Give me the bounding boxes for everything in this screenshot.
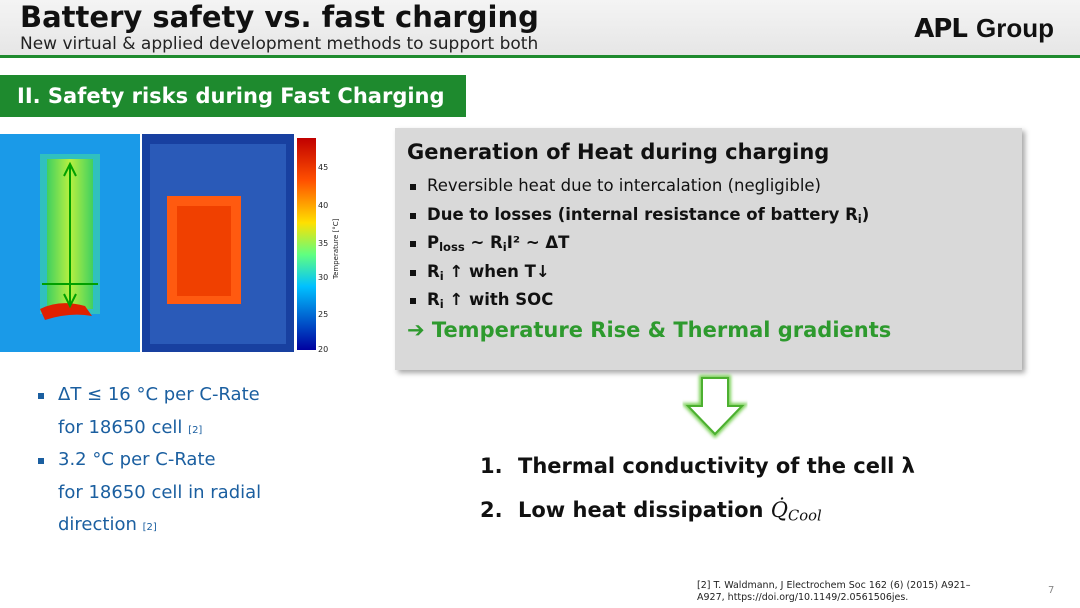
text: ↑ with SOC [443,290,554,309]
bullet: Ri ↑ when T↓ [410,262,550,283]
text: Due to losses (internal resistance of ba… [427,205,858,224]
bullet: Due to losses (internal resistance of ba… [409,205,870,226]
bullet: Ploss ~ RiI² ~ ΔT [409,233,570,254]
arrowheads [63,161,77,309]
section-title: II. Safety risks during Fast Charging [0,75,466,117]
hot-tab [40,303,92,320]
text: direction [58,514,137,535]
text: ~ R [464,233,503,252]
colorbar [297,138,316,350]
text: ↑ when T↓ [443,262,550,281]
text: P [427,233,440,252]
hot-core [177,206,231,296]
stat-line: for 18650 cell in radial [58,482,262,503]
slide-subtitle: New virtual & applied development method… [20,34,539,54]
scale-tick: 45 [318,163,328,172]
reference: [2] [188,425,203,436]
text: Reversible heat due to intercalation (ne… [427,176,821,195]
text: Low heat dissipation [518,498,764,522]
slide-title: Battery safety vs. fast charging [20,0,539,34]
bullet-marker [38,458,44,464]
stat-line: 3.2 °C per C-Rate [58,449,216,470]
scale-tick: 25 [318,310,328,319]
logo-mark: APL [914,14,968,44]
subscript: i [439,296,444,311]
list-number: 2. [480,498,503,522]
subscript: i [857,211,862,226]
box-title: Generation of Heat during charging [407,140,830,164]
stat-line: direction [2] [58,514,157,535]
symbol: Q̇ [770,498,789,522]
reference: [2] [142,522,157,533]
page-number: 7 [1048,585,1055,596]
stat-line: ΔT ≤ 16 °C per C-Rate [58,384,260,405]
text: for 18650 cell [58,417,183,438]
logo: APL Group [914,13,1054,44]
bullet: Ri ↑ with SOC [409,290,554,311]
down-arrow [680,375,750,439]
scale-label: Temperature [°C] [332,218,340,280]
conclusion: ➔ Temperature Rise & Thermal gradients [407,318,892,342]
bullet-marker [38,393,44,399]
subscript: loss [439,239,465,254]
thermal-image: 45 40 35 30 25 20 Temperature [°C] [0,134,340,354]
footnote: [2] T. Waldmann, J Electrochem Soc 162 (… [697,580,971,591]
header-bar [0,0,1080,58]
bullet: Reversible heat due to intercalation (ne… [410,176,821,195]
text: R [427,262,440,281]
logo-word: Group [976,13,1054,43]
list-number: 1. [480,454,503,478]
text: I² ~ ΔT [506,233,570,252]
subscript: Cool [788,507,822,525]
heat-box: Generation of Heat during charging Rever… [395,128,1022,370]
scale-tick: 30 [318,273,328,282]
scale-tick: 35 [318,239,328,248]
text: ) [861,205,870,224]
stat-line: for 18650 cell [2] [58,417,202,438]
subscript: i [439,268,444,283]
list-item: Low heat dissipation Q̇Cool [518,498,822,525]
scale-tick: 20 [318,345,328,354]
scale-tick: 40 [318,201,328,210]
list-item: Thermal conductivity of the cell λ [518,454,915,478]
footnote: A927, https://doi.org/10.1149/2.0561506j… [697,592,909,603]
subscript: i [502,239,507,254]
text: R [427,290,440,309]
